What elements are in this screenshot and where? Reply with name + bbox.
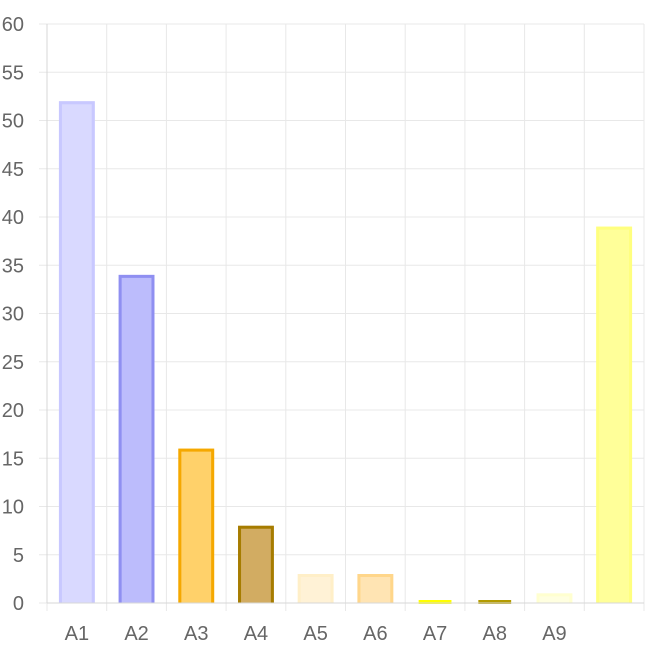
y-tick-label-11: 55 bbox=[2, 62, 24, 84]
y-tick-label-6: 30 bbox=[2, 304, 24, 326]
x-tick-label-3: A4 bbox=[244, 623, 268, 645]
y-tick-label-1: 5 bbox=[13, 545, 24, 567]
bar-A5[interactable] bbox=[298, 574, 334, 603]
bar-A1[interactable] bbox=[59, 101, 95, 603]
y-tick-label-12: 60 bbox=[2, 14, 24, 36]
y-tick-label-4: 20 bbox=[2, 400, 24, 422]
y-tick-label-2: 10 bbox=[2, 497, 24, 519]
bar-series-10[interactable] bbox=[596, 227, 632, 603]
y-tick-label-5: 25 bbox=[2, 352, 24, 374]
x-tick-label-7: A8 bbox=[483, 623, 507, 645]
y-tick-label-8: 40 bbox=[2, 207, 24, 229]
x-tick-label-6: A7 bbox=[423, 623, 447, 645]
bar-A3[interactable] bbox=[178, 449, 214, 603]
y-tick-label-0: 0 bbox=[13, 593, 24, 615]
bar-A6[interactable] bbox=[357, 574, 393, 603]
x-tick-label-0: A1 bbox=[65, 623, 89, 645]
y-tick-label-10: 50 bbox=[2, 111, 24, 133]
y-tick-label-9: 45 bbox=[2, 159, 24, 181]
x-tick-label-8: A9 bbox=[542, 623, 566, 645]
x-tick-label-2: A3 bbox=[184, 623, 208, 645]
y-tick-label-3: 15 bbox=[2, 448, 24, 470]
x-tick-label-4: A5 bbox=[303, 623, 327, 645]
bar-A2[interactable] bbox=[119, 275, 155, 603]
y-tick-label-7: 35 bbox=[2, 255, 24, 277]
x-tick-label-5: A6 bbox=[363, 623, 387, 645]
x-tick-label-1: A2 bbox=[124, 623, 148, 645]
bar-A4[interactable] bbox=[238, 526, 274, 603]
